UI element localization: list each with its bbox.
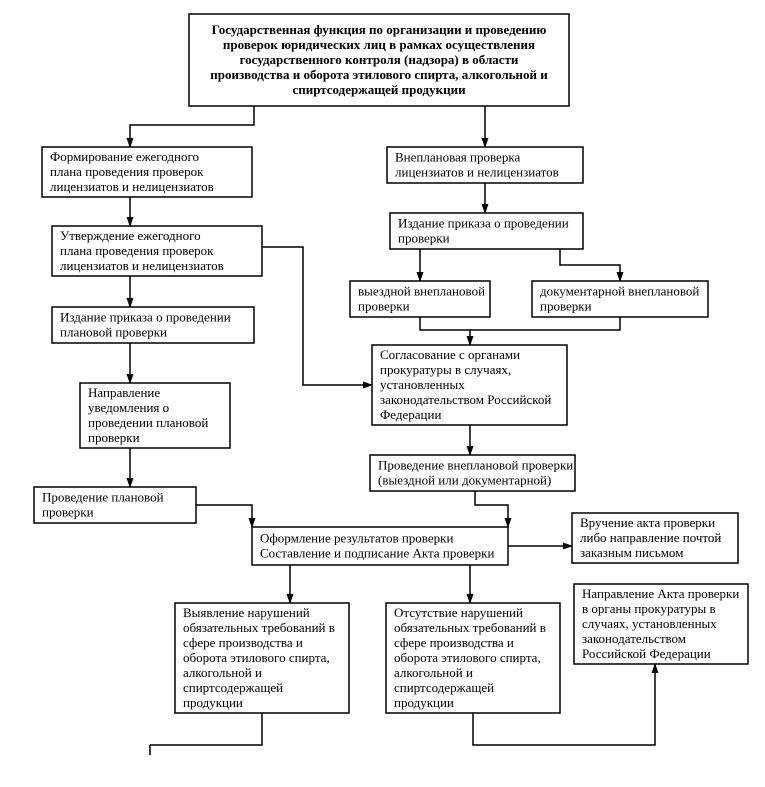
node-n15: Отсутствие нарушенийобязательных требова… xyxy=(386,603,560,713)
node-n15-line-4: алкогольной и xyxy=(394,665,473,680)
node-n3-line-0: Утверждение ежегодного xyxy=(60,228,201,243)
node-n14-line-6: продукции xyxy=(183,695,243,710)
node-n16-line-1: в органы прокуратуры в xyxy=(582,601,716,616)
node-n15-line-5: спиртсодержащей xyxy=(394,680,494,695)
node-n1: Формирование ежегодногоплана проведения … xyxy=(42,147,252,197)
node-n14-line-5: спиртсодержащей xyxy=(183,680,283,695)
node-n7-line-0: Издание приказа о проведении xyxy=(60,309,231,324)
node-n6: документарной внеплановойпроверки xyxy=(532,281,708,317)
node-n6-line-0: документарной внеплановой xyxy=(540,283,699,298)
node-n4: Издание приказа о проведениипроверки xyxy=(390,213,583,249)
edge-0 xyxy=(130,106,254,147)
node-n7: Издание приказа о проведенииплановой про… xyxy=(52,307,254,343)
node-n11-line-0: Проведение плановой xyxy=(42,489,164,504)
node-n16: Направление Акта проверкив органы прокур… xyxy=(574,584,748,664)
node-n8-line-0: Согласование с органами xyxy=(380,347,520,362)
edge-14 xyxy=(475,491,508,527)
node-n5-line-1: проверки xyxy=(358,298,410,313)
node-n15-line-0: Отсутствие нарушений xyxy=(394,605,523,620)
node-n5: выездной внеплановойпроверки xyxy=(350,281,490,317)
node-n11-line-1: проверки xyxy=(42,504,94,519)
node-n0-line-4: спиртсодержащей продукции xyxy=(292,82,466,97)
edge-9 xyxy=(470,317,620,330)
flowchart-canvas: Государственная функция по организации и… xyxy=(0,0,765,787)
node-n10: Проведение внеплановой проверки(выездной… xyxy=(370,455,575,491)
node-n16-line-0: Направление Акта проверки xyxy=(582,586,739,601)
node-n0-line-0: Государственная функция по организации и… xyxy=(212,22,547,37)
edge-8 xyxy=(420,317,470,345)
node-n0-line-1: проверок юридических лиц в рамках осущес… xyxy=(223,37,535,52)
node-n4-line-0: Издание приказа о проведении xyxy=(398,215,569,230)
node-n14: Выявление нарушенийобязательных требован… xyxy=(175,603,349,713)
node-n1-line-2: лицензиатов и нелицензиатов xyxy=(50,179,214,194)
node-n15-line-6: продукции xyxy=(394,695,454,710)
node-n14-line-1: обязательных требований в xyxy=(183,620,335,635)
node-n16-line-3: законодательством xyxy=(582,631,686,646)
node-n7-line-1: плановой проверки xyxy=(60,324,167,339)
node-n9-line-2: проведении плановой xyxy=(88,415,208,430)
node-n13: Вручение акта проверкилибо направление п… xyxy=(572,513,738,563)
node-n9: Направлениеуведомления опроведении плано… xyxy=(80,383,230,448)
node-n5-line-0: выездной внеплановой xyxy=(358,283,485,298)
node-n8-line-4: Федерации xyxy=(380,407,441,422)
node-n10-line-0: Проведение внеплановой проверки xyxy=(378,457,573,472)
node-n2-line-0: Внеплановая проверка xyxy=(395,149,520,164)
node-n15-line-2: сфере производства и xyxy=(394,635,514,650)
node-n3-line-1: плана проведения проверок xyxy=(60,243,214,258)
node-n8-line-2: установленных xyxy=(380,377,465,392)
node-n1-line-1: плана проведения проверок xyxy=(50,164,204,179)
node-n6-line-1: проверки xyxy=(540,298,592,313)
node-n2: Внеплановая проверкалицензиатов и нелице… xyxy=(387,147,583,183)
node-n12: Оформление результатов проверкиСоставлен… xyxy=(252,527,508,565)
node-n9-line-0: Направление xyxy=(88,385,160,400)
node-n2-line-1: лицензиатов и нелицензиатов xyxy=(395,164,559,179)
edge-13 xyxy=(196,505,252,527)
node-n14-line-3: оборота этилового спирта, xyxy=(183,650,330,665)
node-n15-line-1: обязательных требований в xyxy=(394,620,546,635)
node-n1-line-0: Формирование ежегодного xyxy=(50,149,199,164)
node-n4-line-1: проверки xyxy=(398,230,450,245)
node-n13-line-1: либо направление почтой xyxy=(580,530,721,545)
edge-18 xyxy=(150,713,262,745)
node-n14-line-2: сфере производства и xyxy=(183,635,303,650)
node-n15-line-3: оборота этилового спирта, xyxy=(394,650,541,665)
node-n0-line-2: государственного контроля (надзора) в об… xyxy=(240,52,519,67)
node-n13-line-0: Вручение акта проверки xyxy=(580,515,715,530)
node-n8: Согласование с органамипрокуратуры в слу… xyxy=(372,345,567,425)
node-n8-line-3: законодательством Российской xyxy=(380,392,551,407)
node-n14-line-0: Выявление нарушений xyxy=(183,605,310,620)
node-n0-line-3: производства и оборота этилового спирта,… xyxy=(210,67,548,82)
node-n3-line-2: лицензиатов и нелицензиатов xyxy=(60,258,224,273)
node-n9-line-3: проверки xyxy=(88,430,140,445)
node-n12-line-0: Оформление результатов проверки xyxy=(260,530,453,545)
node-n10-line-1: (выездной или документарной) xyxy=(378,472,551,487)
node-n3: Утверждение ежегодногоплана проведения п… xyxy=(52,226,262,276)
node-n14-line-4: алкогольной и xyxy=(183,665,262,680)
node-n16-line-4: Российской Федерации xyxy=(582,646,711,661)
node-n11: Проведение плановойпроверки xyxy=(34,487,196,523)
node-n12-line-1: Составление и подписание Акта проверки xyxy=(260,545,494,560)
node-n8-line-1: прокуратуры в случаях, xyxy=(380,362,511,377)
edge-6 xyxy=(560,249,620,281)
node-n9-line-1: уведомления о xyxy=(88,400,169,415)
node-n13-line-2: заказным письмом xyxy=(580,545,683,560)
node-n0: Государственная функция по организации и… xyxy=(189,14,569,106)
node-n16-line-2: случаях, установленных xyxy=(582,616,717,631)
